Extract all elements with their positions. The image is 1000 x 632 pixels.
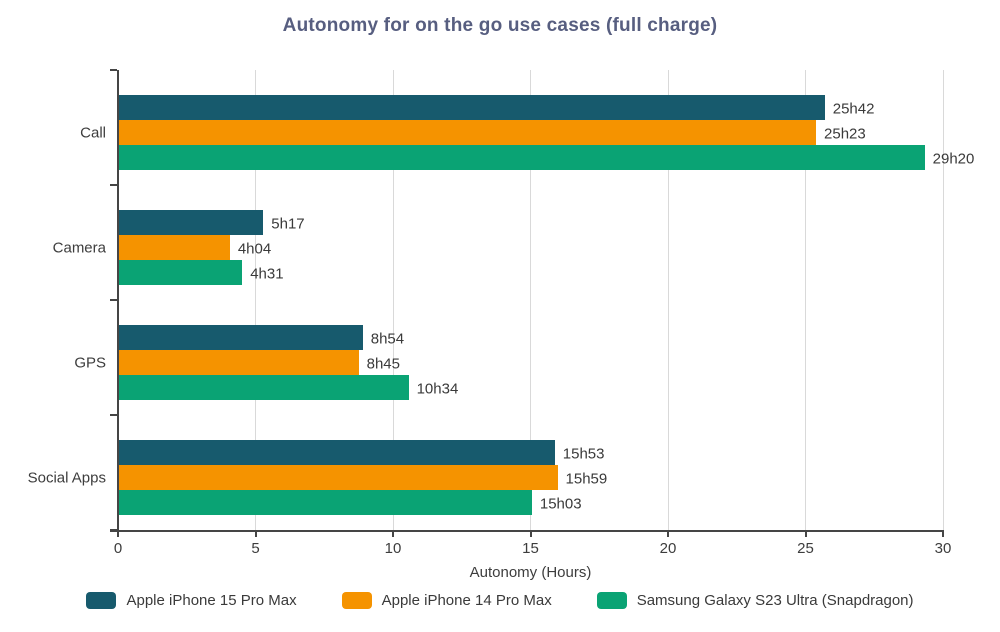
gridline [667, 70, 669, 530]
x-tick-label: 30 [934, 540, 952, 557]
x-tick-label: 10 [384, 540, 402, 557]
y-tick-mark [110, 414, 117, 416]
legend-item-1: Apple iPhone 14 Pro Max [341, 592, 552, 609]
gridline [255, 70, 256, 530]
x-tick-mark [804, 530, 807, 537]
bar-value-label: 10h34 [416, 380, 459, 397]
x-tick-label: 0 [113, 540, 123, 557]
x-tick-label: 5 [251, 540, 260, 557]
x-tick-mark [392, 530, 394, 537]
legend-swatch [596, 592, 627, 609]
bar-call-series-1 [118, 120, 817, 145]
bar-value-label: 4h31 [250, 265, 284, 282]
x-tick-label: 15 [522, 540, 539, 557]
gridline [530, 70, 531, 530]
y-tick-mark [110, 529, 117, 531]
category-label: Call [80, 124, 106, 141]
bar-value-label: 15h03 [539, 495, 582, 512]
bar-social-apps-series-1 [118, 465, 558, 490]
x-tick-mark [254, 530, 257, 537]
legend-swatch [86, 592, 117, 609]
bar-value-label: 5h17 [271, 215, 305, 232]
bar-camera-series-1 [118, 235, 230, 260]
bar-value-label: 4h04 [237, 240, 272, 257]
bar-camera-series-2 [118, 260, 243, 285]
bar-value-label: 29h20 [932, 150, 975, 167]
bar-social-apps-series-0 [118, 440, 555, 465]
x-axis-line [110, 530, 944, 532]
gridline [805, 70, 806, 530]
gridline [942, 70, 944, 530]
y-axis-line [117, 70, 119, 530]
x-tick-mark [667, 530, 669, 537]
x-tick-mark [117, 530, 119, 537]
category-label: GPS [74, 354, 106, 371]
y-tick-mark [110, 69, 117, 71]
bar-value-label: 15h53 [562, 445, 605, 462]
x-axis-title: Autonomy (Hours) [469, 564, 592, 581]
bar-gps-series-2 [118, 375, 409, 400]
y-tick-mark [110, 184, 117, 186]
legend-label: Apple iPhone 15 Pro Max [126, 592, 297, 609]
bar-call-series-0 [118, 95, 825, 120]
legend-item-2: Samsung Galaxy S23 Ultra (Snapdragon) [596, 592, 914, 609]
legend-swatch [341, 592, 372, 609]
x-tick-label: 25 [797, 540, 814, 557]
x-tick-mark [529, 530, 532, 537]
bar-value-label: 25h42 [832, 100, 875, 117]
chart-legend: Apple iPhone 15 Pro Max Apple iPhone 14 P… [0, 592, 1000, 609]
legend-item-0: Apple iPhone 15 Pro Max [86, 592, 297, 609]
bar-camera-series-0 [118, 210, 264, 235]
y-tick-mark [110, 299, 117, 301]
chart-title: Autonomy for on the go use cases (full c… [282, 15, 718, 36]
bar-value-label: 8h54 [370, 330, 405, 347]
bar-social-apps-series-2 [118, 490, 532, 515]
x-tick-mark [942, 530, 944, 537]
x-tick-label: 20 [659, 540, 677, 557]
legend-label: Samsung Galaxy S23 Ultra (Snapdragon) [636, 592, 914, 609]
bar-gps-series-0 [118, 325, 363, 350]
bar-call-series-2 [118, 145, 925, 170]
category-label: Social Apps [27, 469, 106, 486]
gridline [392, 70, 394, 530]
bar-value-label: 15h59 [565, 470, 608, 487]
bar-gps-series-1 [118, 350, 359, 375]
bar-value-label: 8h45 [366, 355, 400, 372]
legend-label: Apple iPhone 14 Pro Max [381, 592, 552, 609]
category-label: Camera [52, 239, 106, 256]
bar-value-label: 25h23 [824, 125, 866, 142]
